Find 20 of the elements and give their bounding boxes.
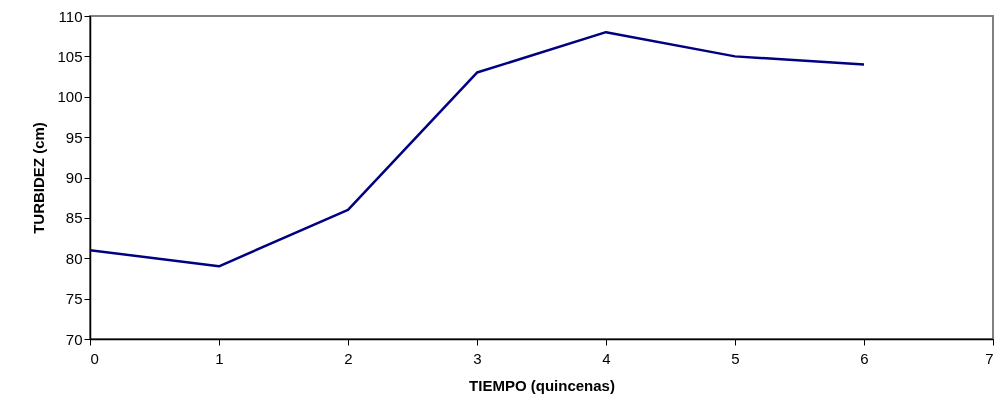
x-tick-label: 0: [90, 349, 99, 367]
y-tick-label: 90: [65, 169, 83, 186]
y-tick-label: 105: [57, 47, 83, 65]
y-tick-label: 70: [65, 330, 83, 348]
x-tick-label: 3: [473, 349, 482, 367]
x-axis-title: TIEMPO (quincenas): [469, 376, 615, 394]
y-tick-label: 80: [65, 249, 83, 267]
x-tick-label: 4: [602, 349, 611, 367]
y-tick-label: 100: [57, 88, 83, 106]
y-tick-label: 95: [65, 128, 83, 146]
x-tick-label: 2: [344, 349, 353, 367]
x-tick-label: 7: [985, 349, 994, 367]
y-tick-label: 75: [65, 290, 83, 308]
x-tick-label: 1: [215, 349, 224, 367]
line-series: [90, 30, 866, 268]
x-tick-label: 5: [731, 349, 740, 367]
y-axis-title: TURBIDEZ (cm): [30, 122, 48, 234]
y-tick-label: 85: [65, 209, 83, 227]
y-tick-label: 110: [58, 7, 83, 25]
x-tick-label: 6: [860, 349, 869, 367]
